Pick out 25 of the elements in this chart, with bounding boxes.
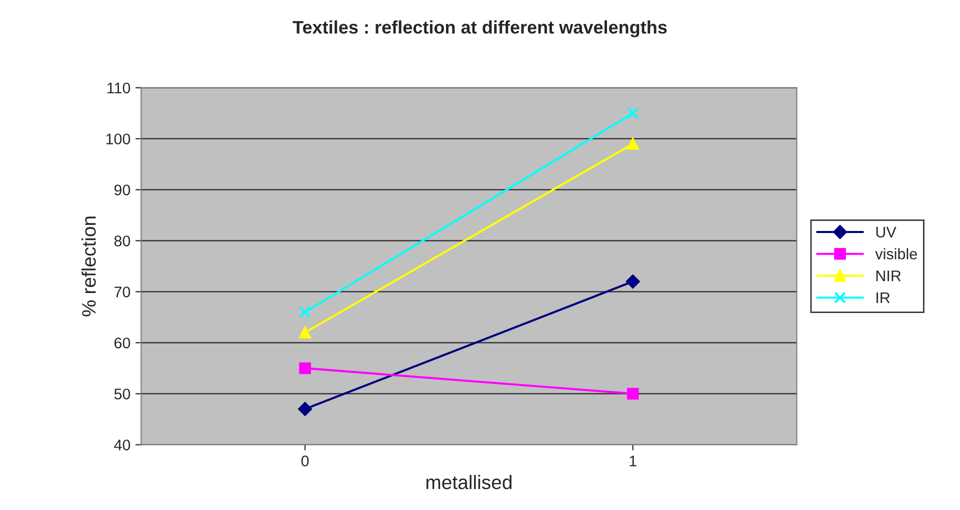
point <box>299 326 311 338</box>
x-tick-label: 0 <box>301 456 309 466</box>
y-tick-label: 100 <box>106 134 130 144</box>
legend-label: NIR <box>876 270 901 282</box>
y-tick-label: 110 <box>108 82 130 94</box>
x-tick-label: 1 <box>630 456 636 466</box>
legend-label: IR <box>876 292 890 303</box>
point <box>626 274 640 288</box>
y-tick-label: 80 <box>114 236 130 246</box>
y-tick-label: 60 <box>114 338 130 348</box>
y-axis-title: % reflection <box>82 216 96 316</box>
point <box>299 306 311 318</box>
point <box>298 402 312 416</box>
x-axis-title: metallised <box>426 474 512 490</box>
point <box>299 362 311 374</box>
chart-title: Textiles : reflection at different wavelengths <box>292 20 667 38</box>
legend-label: UV <box>876 226 896 238</box>
y-tick-label: 40 <box>114 440 130 450</box>
y-tick-label: 90 <box>114 184 130 196</box>
point <box>626 138 639 150</box>
y-tick-label: 50 <box>114 388 130 400</box>
y-tick-label: 70 <box>114 286 130 298</box>
point <box>626 107 639 120</box>
legend-label: visible <box>875 248 917 260</box>
point <box>626 388 639 400</box>
